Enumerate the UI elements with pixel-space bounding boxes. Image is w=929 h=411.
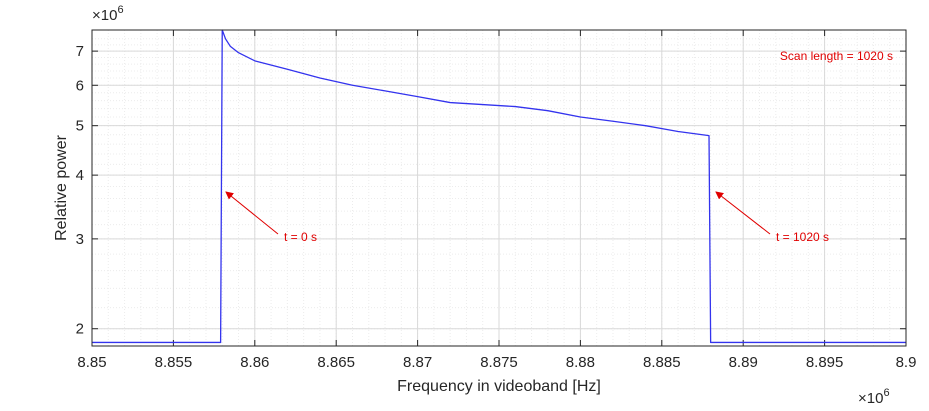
x-tick-label: 8.89 [729,354,758,371]
series-line [92,29,906,344]
annotation-t1020: t = 1020 s [776,230,829,244]
x-multiplier: ×106 [858,387,890,407]
x-tick-label: 8.88 [566,354,595,371]
x-tick-label: 8.855 [155,354,193,371]
y-tick-label: 7 [76,43,84,60]
annotation-t0: t = 0 s [284,230,317,244]
x-multiplier-exponent: 6 [883,387,889,399]
x-multiplier-base: ×10 [858,390,883,407]
x-tick-label: 8.87 [403,354,432,371]
x-tick-label: 8.9 [896,354,917,371]
x-tick-label: 8.865 [317,354,355,371]
arrow-t1020 [715,191,771,235]
x-tick-label: 8.875 [480,354,518,371]
annotation-scan-length: Scan length = 1020 s [780,49,893,63]
x-tick-label: 8.895 [806,354,844,371]
y-multiplier-exponent: 6 [117,4,123,16]
y-axis-label: Relative power [53,134,70,241]
y-multiplier: ×106 [92,4,124,24]
series-layer [92,29,906,344]
arrow-t0 [225,191,279,235]
y-tick-label: 3 [76,231,84,248]
y-tick-label: 6 [76,77,84,94]
x-tick-label: 8.885 [643,354,681,371]
x-axis-label: Frequency in videoband [Hz] [397,378,601,395]
x-tick-label: 8.86 [240,354,269,371]
y-tick-label: 5 [76,118,84,135]
plot-frame [91,29,907,347]
y-tick-label: 4 [76,167,84,184]
x-tick-labels: 8.85 8.855 8.86 8.865 8.87 8.875 8.88 8.885 8.89… [77,354,916,371]
y-tick-labels: 2 3 4 5 6 7 [76,43,84,338]
y-multiplier-base: ×10 [92,7,117,24]
x-tick-label: 8.85 [77,354,106,371]
y-tick-label: 2 [76,321,84,338]
